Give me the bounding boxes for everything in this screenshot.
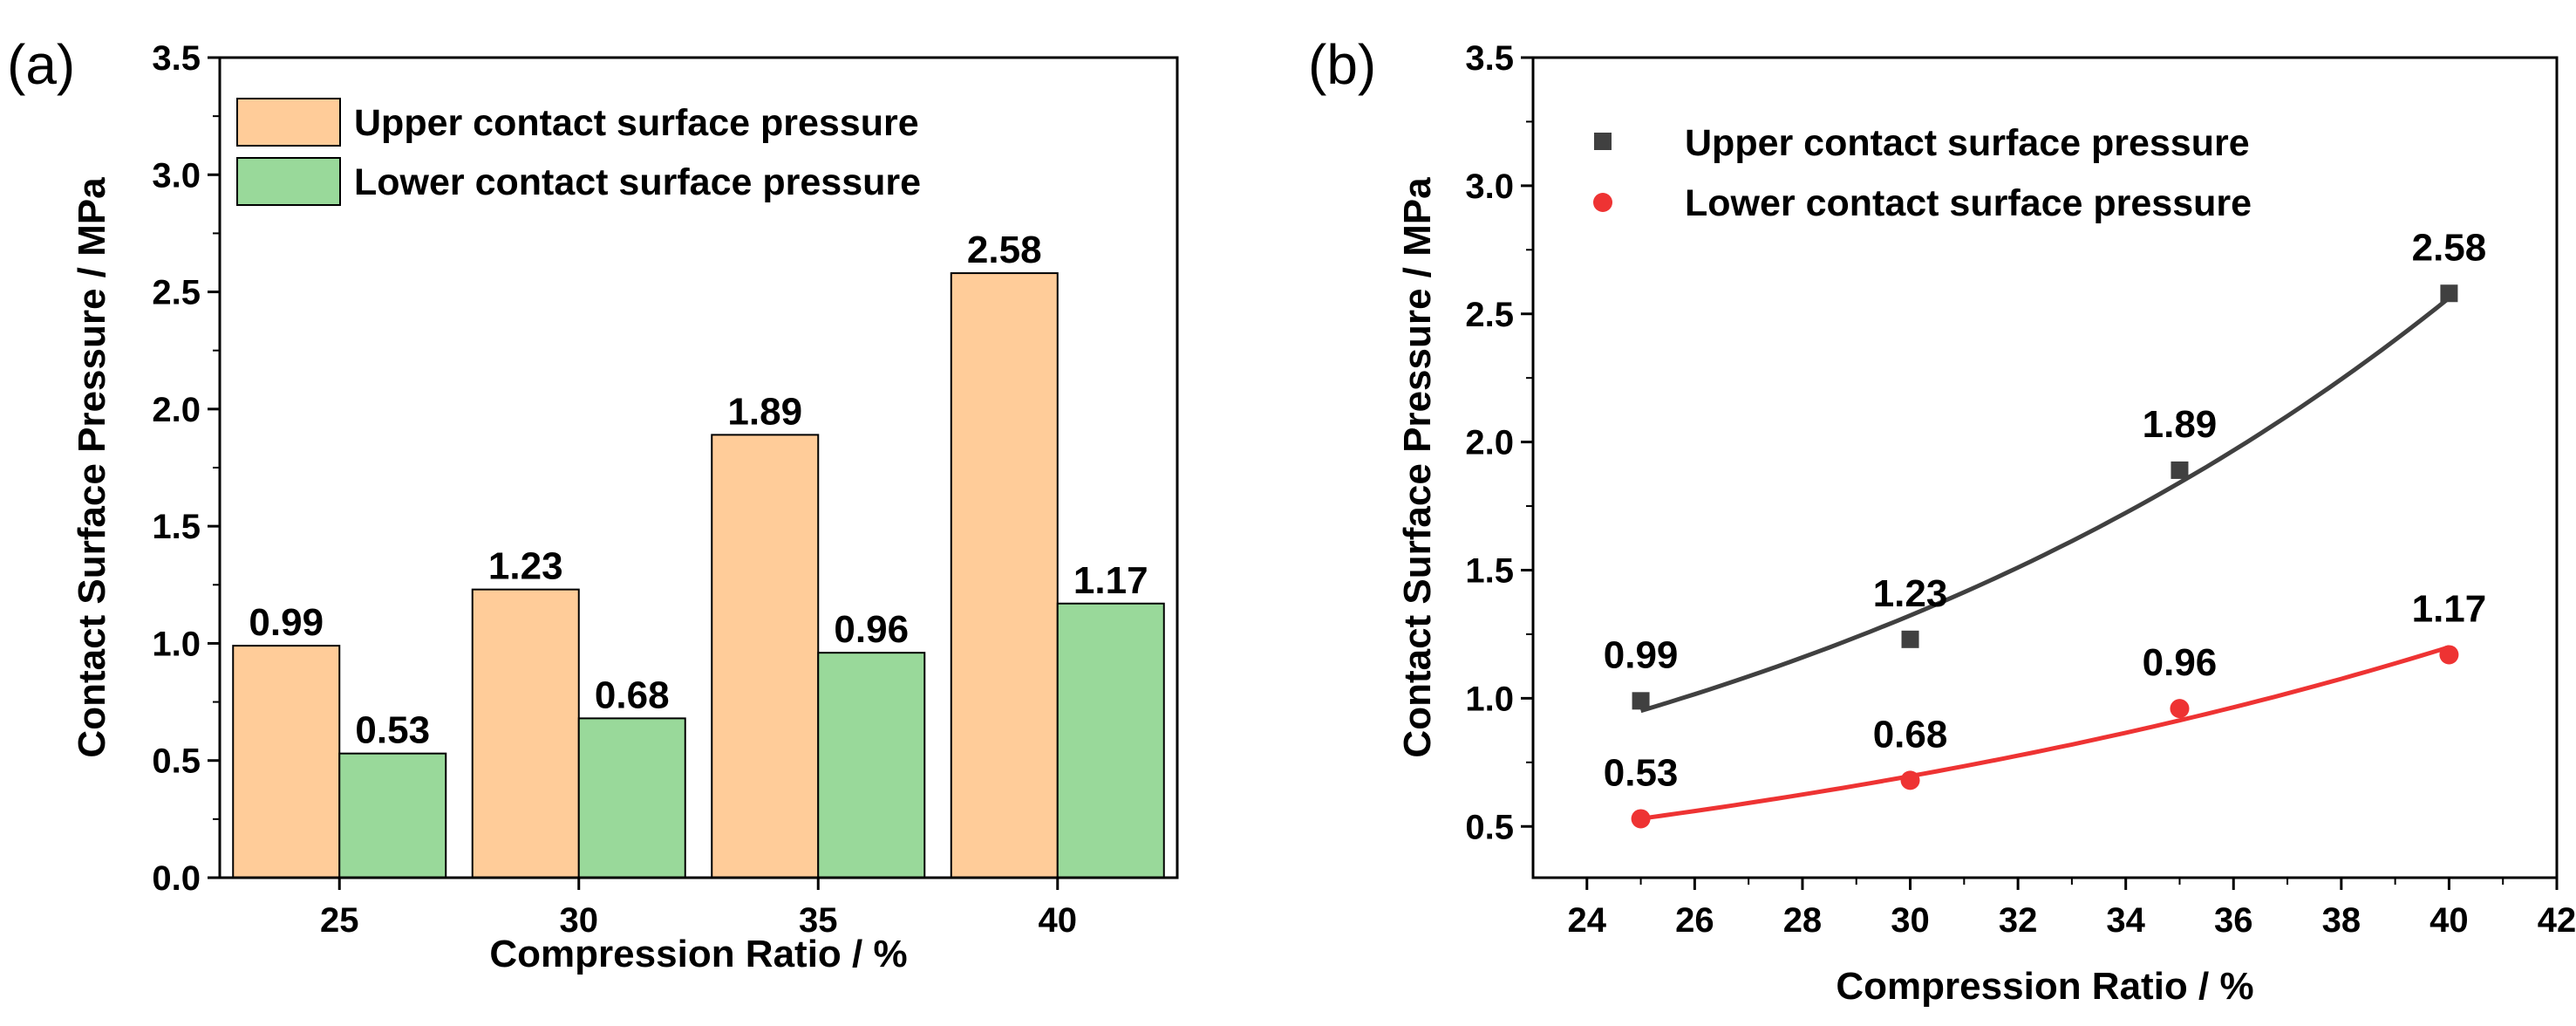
panel-a-bar-chart: (a) 0.99 0.53 1.23 0.68 1.89 0.96 2.58 1.17 0.0… bbox=[7, 33, 1179, 975]
y-tick-label-0.0: 0.0 bbox=[152, 859, 201, 898]
bar-lower-40 bbox=[1056, 602, 1165, 879]
x-tick-label-24: 24 bbox=[1568, 901, 1607, 940]
y-tick-label-2.5: 2.5 bbox=[1465, 296, 1514, 334]
point-value-label-lower-35: 0.96 bbox=[2143, 641, 2218, 684]
y-tick-label-2.0: 2.0 bbox=[1465, 424, 1514, 462]
y-tick-label-1.0: 1.0 bbox=[152, 625, 201, 663]
point-value-label-upper-25: 0.99 bbox=[1604, 633, 1679, 676]
panel-a-x-axis-title: Compression Ratio / % bbox=[489, 933, 907, 975]
x-tick-label-42: 42 bbox=[2538, 901, 2576, 940]
point-value-label-lower-25: 0.53 bbox=[1604, 751, 1679, 794]
panel-b-point-labels: 0.99 1.23 1.89 2.58 0.53 0.68 0.96 1.17 bbox=[1604, 226, 2486, 794]
panel-a-x-ticks: 25 30 35 40 bbox=[320, 878, 1077, 940]
point-lower-35 bbox=[2170, 699, 2190, 719]
panel-b-scatter-chart: (b) 0.99 1.23 1.89 2.58 0.53 0.68 0.96 1.17 0.5… bbox=[1308, 33, 2576, 1008]
x-tick-label-32: 32 bbox=[1999, 901, 2038, 940]
y-tick-label-2.0: 2.0 bbox=[152, 391, 201, 429]
y-tick-label-0.5: 0.5 bbox=[1465, 808, 1514, 846]
bar-upper-40 bbox=[950, 272, 1059, 879]
point-lower-40 bbox=[2439, 645, 2459, 665]
panel-b-plot-frame bbox=[1531, 56, 2559, 879]
panel-a-legend-label-upper: Upper contact surface pressure bbox=[354, 102, 919, 144]
panel-a-bars bbox=[232, 272, 1165, 879]
panel-b-legend-label-upper: Upper contact surface pressure bbox=[1685, 122, 2250, 164]
y-tick-label-1.5: 1.5 bbox=[1465, 552, 1514, 591]
y-tick-label-1.5: 1.5 bbox=[152, 508, 201, 546]
x-tick-label-30: 30 bbox=[560, 901, 599, 940]
bar-value-label-lower-40: 1.17 bbox=[1073, 559, 1148, 602]
point-upper-35 bbox=[2171, 461, 2189, 479]
x-tick-label-38: 38 bbox=[2322, 901, 2361, 940]
panel-a-bar-labels: 0.99 0.53 1.23 0.68 1.89 0.96 2.58 1.17 bbox=[249, 229, 1148, 752]
panel-b-legend-label-lower: Lower contact surface pressure bbox=[1685, 182, 2252, 224]
panel-b-data-points bbox=[1631, 284, 2459, 829]
bar-upper-30 bbox=[471, 588, 580, 879]
y-tick-label-3.5: 3.5 bbox=[1465, 39, 1514, 78]
x-tick-label-40: 40 bbox=[1039, 901, 1078, 940]
panel-a-legend-label-lower: Lower contact surface pressure bbox=[354, 161, 921, 203]
bar-value-label-upper-25: 0.99 bbox=[249, 601, 324, 644]
panel-a-legend: Upper contact surface pressure Lower con… bbox=[236, 98, 921, 206]
point-upper-25 bbox=[1632, 692, 1650, 710]
panel-b-y-ticks: 0.5 1.0 1.5 2.0 2.5 3.0 3.5 bbox=[1465, 39, 1533, 846]
y-tick-label-3.0: 3.0 bbox=[1465, 168, 1514, 206]
point-upper-30 bbox=[1901, 630, 1919, 648]
panel-a-label: (a) bbox=[7, 33, 75, 96]
x-tick-label-40: 40 bbox=[2429, 901, 2469, 940]
point-value-label-lower-40: 1.17 bbox=[2412, 587, 2487, 630]
bar-upper-35 bbox=[711, 434, 820, 879]
panel-b-legend-marker-lower bbox=[1593, 193, 1612, 212]
x-tick-label-26: 26 bbox=[1675, 901, 1714, 940]
bar-lower-30 bbox=[577, 717, 686, 879]
bar-value-label-upper-30: 1.23 bbox=[488, 545, 563, 588]
bar-value-label-upper-40: 2.58 bbox=[967, 229, 1042, 271]
bar-lower-25 bbox=[338, 752, 447, 879]
bar-upper-25 bbox=[232, 645, 341, 879]
point-lower-30 bbox=[1900, 770, 1920, 790]
panel-b-legend-marker-upper bbox=[1594, 133, 1612, 150]
bar-lower-35 bbox=[817, 652, 926, 879]
fit-curve-upper bbox=[1639, 296, 2450, 714]
y-tick-label-3.5: 3.5 bbox=[152, 39, 201, 78]
panel-b-label: (b) bbox=[1308, 33, 1376, 96]
point-upper-40 bbox=[2440, 284, 2458, 303]
panel-b-x-axis-title: Compression Ratio / % bbox=[1836, 965, 2253, 1008]
panel-a-y-axis-title: Contact Surface Pressure / MPa bbox=[71, 177, 113, 758]
panel-a-legend-swatch-upper bbox=[236, 98, 341, 147]
bar-value-label-lower-25: 0.53 bbox=[355, 709, 430, 752]
bar-value-label-lower-35: 0.96 bbox=[834, 608, 909, 651]
panel-a-legend-swatch-lower bbox=[236, 157, 341, 206]
panel-b-legend: Upper contact surface pressure Lower con… bbox=[1593, 122, 2252, 224]
point-value-label-lower-30: 0.68 bbox=[1873, 713, 1948, 756]
point-value-label-upper-35: 1.89 bbox=[2143, 403, 2218, 446]
x-tick-label-35: 35 bbox=[799, 901, 838, 940]
bar-value-label-upper-35: 1.89 bbox=[727, 390, 802, 433]
x-tick-label-30: 30 bbox=[1891, 901, 1930, 940]
y-tick-label-3.0: 3.0 bbox=[152, 156, 201, 195]
panel-b-fit-curves bbox=[1639, 296, 2450, 821]
panel-a-plot-frame bbox=[218, 56, 1179, 879]
point-lower-25 bbox=[1631, 809, 1651, 829]
point-value-label-upper-40: 2.58 bbox=[2412, 226, 2487, 269]
fit-curve-lower bbox=[1640, 645, 2450, 821]
bar-value-label-lower-30: 0.68 bbox=[595, 674, 670, 716]
x-tick-label-28: 28 bbox=[1783, 901, 1823, 940]
x-tick-label-25: 25 bbox=[320, 901, 359, 940]
panel-b-y-axis-title: Contact Surface Pressure / MPa bbox=[1396, 177, 1439, 758]
panel-b-x-ticks: 24 26 28 30 32 34 36 38 40 42 bbox=[1568, 878, 2576, 940]
x-tick-label-34: 34 bbox=[2106, 901, 2145, 940]
y-tick-label-1.0: 1.0 bbox=[1465, 680, 1514, 718]
point-value-label-upper-30: 1.23 bbox=[1873, 572, 1948, 615]
x-tick-label-36: 36 bbox=[2214, 901, 2253, 940]
y-tick-label-2.5: 2.5 bbox=[152, 274, 201, 312]
y-tick-label-0.5: 0.5 bbox=[152, 742, 201, 781]
panel-a-y-ticks: 0.0 0.5 1.0 1.5 2.0 2.5 3.0 3.5 bbox=[152, 39, 220, 898]
